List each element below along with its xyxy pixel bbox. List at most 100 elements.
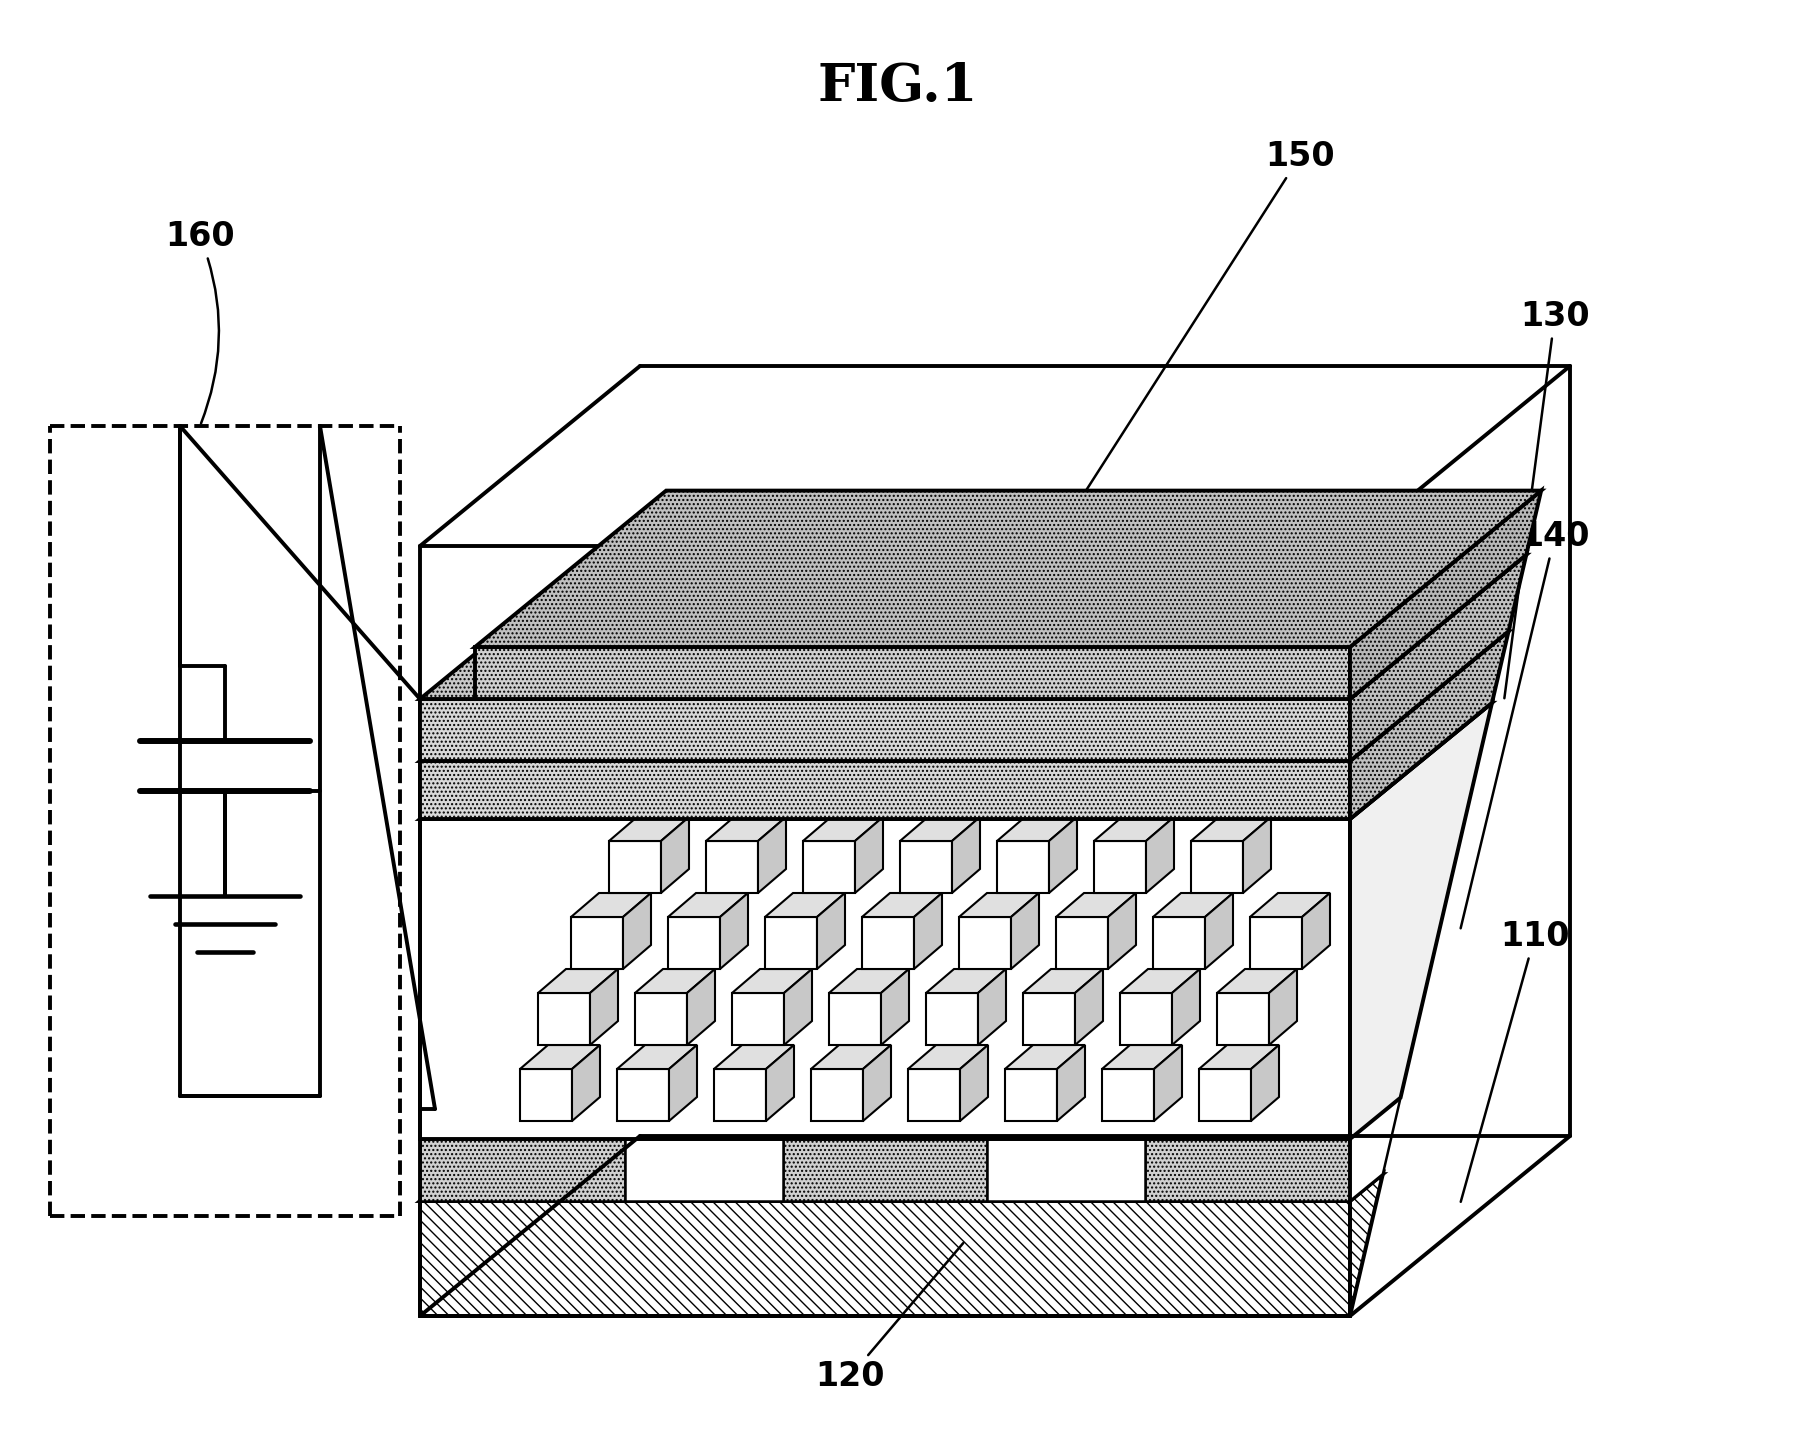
Polygon shape — [959, 894, 1040, 917]
Polygon shape — [1146, 817, 1175, 894]
Polygon shape — [927, 969, 1006, 993]
Polygon shape — [1049, 817, 1078, 894]
Polygon shape — [812, 1045, 891, 1069]
Polygon shape — [1250, 894, 1331, 917]
Polygon shape — [618, 1069, 668, 1121]
Polygon shape — [1103, 1045, 1182, 1069]
Polygon shape — [997, 817, 1078, 842]
Polygon shape — [668, 894, 747, 917]
Polygon shape — [706, 817, 787, 842]
Polygon shape — [591, 969, 618, 1045]
Polygon shape — [571, 1045, 600, 1121]
Polygon shape — [1200, 1045, 1279, 1069]
Polygon shape — [1024, 969, 1103, 993]
Polygon shape — [1351, 632, 1509, 818]
Polygon shape — [1108, 894, 1137, 969]
Polygon shape — [862, 894, 941, 917]
Polygon shape — [1153, 894, 1234, 917]
Polygon shape — [909, 1069, 961, 1121]
Polygon shape — [785, 969, 812, 1045]
Text: FIG.1: FIG.1 — [817, 61, 979, 111]
Polygon shape — [715, 1069, 767, 1121]
Polygon shape — [609, 842, 661, 894]
Polygon shape — [420, 1202, 1351, 1316]
Polygon shape — [1252, 1045, 1279, 1121]
Polygon shape — [571, 917, 623, 969]
Polygon shape — [765, 894, 844, 917]
Text: 140: 140 — [1460, 521, 1589, 928]
Polygon shape — [420, 761, 1351, 818]
Polygon shape — [623, 894, 650, 969]
Polygon shape — [1121, 969, 1200, 993]
Polygon shape — [420, 555, 1527, 698]
Polygon shape — [961, 1045, 988, 1121]
Polygon shape — [1006, 1069, 1058, 1121]
Polygon shape — [420, 1174, 1383, 1202]
Polygon shape — [1302, 894, 1331, 969]
Polygon shape — [420, 1139, 625, 1202]
Polygon shape — [803, 817, 884, 842]
Polygon shape — [539, 993, 591, 1045]
Polygon shape — [1094, 842, 1146, 894]
Polygon shape — [1173, 969, 1200, 1045]
Polygon shape — [1191, 817, 1272, 842]
Polygon shape — [618, 1045, 697, 1069]
Polygon shape — [720, 894, 747, 969]
Polygon shape — [1205, 894, 1234, 969]
Polygon shape — [1146, 1139, 1351, 1202]
Polygon shape — [420, 698, 1351, 761]
Polygon shape — [661, 817, 690, 894]
Polygon shape — [420, 1098, 675, 1139]
Polygon shape — [927, 993, 979, 1045]
Polygon shape — [636, 969, 715, 993]
Text: 150: 150 — [1069, 140, 1334, 519]
Polygon shape — [1218, 969, 1297, 993]
Polygon shape — [988, 1139, 1146, 1202]
Polygon shape — [668, 917, 720, 969]
Polygon shape — [900, 817, 981, 842]
Polygon shape — [521, 1045, 600, 1069]
Polygon shape — [1146, 1098, 1401, 1139]
Polygon shape — [862, 917, 914, 969]
Polygon shape — [1076, 969, 1103, 1045]
Text: 160: 160 — [165, 220, 235, 424]
Polygon shape — [817, 894, 844, 969]
Polygon shape — [765, 917, 817, 969]
Polygon shape — [1011, 894, 1040, 969]
Text: 120: 120 — [815, 1244, 963, 1392]
Polygon shape — [1243, 817, 1272, 894]
Polygon shape — [783, 1139, 988, 1202]
Polygon shape — [688, 969, 715, 1045]
Polygon shape — [1351, 490, 1541, 698]
Polygon shape — [625, 1139, 783, 1202]
Polygon shape — [733, 969, 812, 993]
Polygon shape — [1351, 555, 1527, 761]
Polygon shape — [1155, 1045, 1182, 1121]
Polygon shape — [1121, 993, 1173, 1045]
Polygon shape — [1024, 993, 1076, 1045]
Polygon shape — [1153, 917, 1205, 969]
Polygon shape — [668, 1045, 697, 1121]
Polygon shape — [855, 817, 884, 894]
Polygon shape — [758, 817, 787, 894]
Polygon shape — [1270, 969, 1297, 1045]
Polygon shape — [1351, 1174, 1383, 1316]
Polygon shape — [1200, 1069, 1252, 1121]
Text: 130: 130 — [1505, 299, 1589, 698]
Polygon shape — [609, 817, 690, 842]
Polygon shape — [420, 632, 1509, 761]
Polygon shape — [1191, 842, 1243, 894]
Polygon shape — [706, 842, 758, 894]
Polygon shape — [882, 969, 909, 1045]
Polygon shape — [803, 842, 855, 894]
Polygon shape — [783, 1098, 1038, 1139]
Polygon shape — [625, 1098, 833, 1139]
Polygon shape — [420, 818, 1351, 1139]
Text: 110: 110 — [1460, 920, 1570, 1202]
Polygon shape — [636, 993, 688, 1045]
Polygon shape — [474, 490, 1541, 646]
Polygon shape — [733, 993, 785, 1045]
Polygon shape — [830, 969, 909, 993]
Polygon shape — [1351, 703, 1492, 1139]
Polygon shape — [900, 842, 952, 894]
